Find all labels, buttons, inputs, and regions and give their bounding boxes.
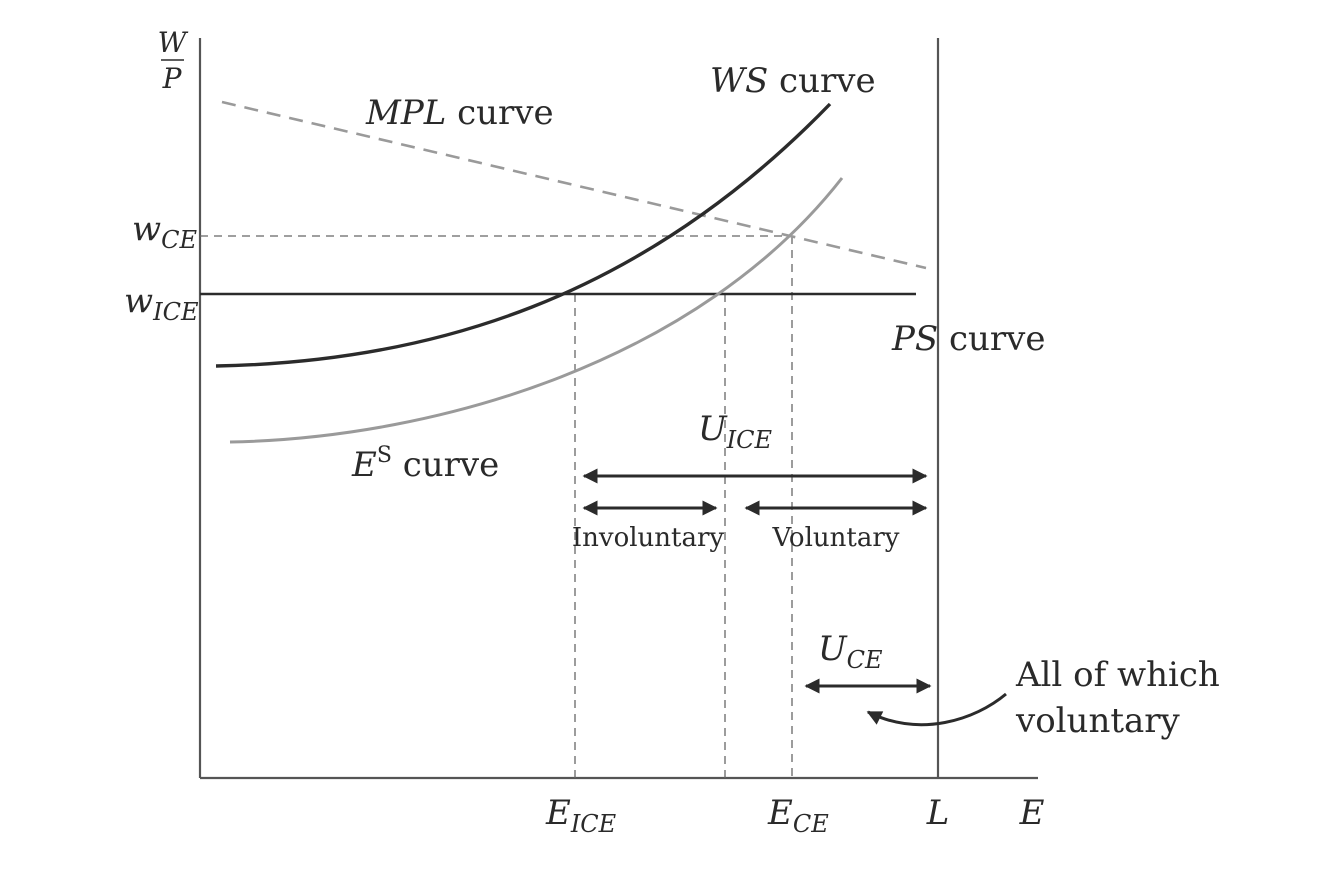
u-ce-label: UCE [818,629,883,674]
note-line-2: voluntary [1015,701,1181,741]
es-curve-label: ES curve [351,443,499,485]
note-line-1: All of which [1015,655,1220,695]
mpl-curve [221,100,927,270]
ws-curve-label: WS curve [710,61,876,101]
e-ce-label: ECE [767,793,829,838]
es-curve [229,177,844,444]
voluntary-label: Voluntary [772,523,900,553]
e-ice-label: EICE [545,793,617,838]
y-axis-label-numerator: W [158,26,189,59]
x-axis-label: E [1019,793,1045,833]
note-pointer-arrow [866,692,1007,727]
ws-curve [215,102,832,368]
w-ce-label: wCE [132,209,197,254]
w-ice-label: wICE [124,281,199,326]
u-ice-label: UICE [698,409,773,454]
y-axis-label-denominator: P [162,62,183,95]
ps-curve-label: PS curve [891,319,1046,359]
labor-force-label: L [926,793,950,833]
mpl-curve-label: MPL curve [365,93,554,133]
involuntary-label: Involuntary [572,523,725,553]
